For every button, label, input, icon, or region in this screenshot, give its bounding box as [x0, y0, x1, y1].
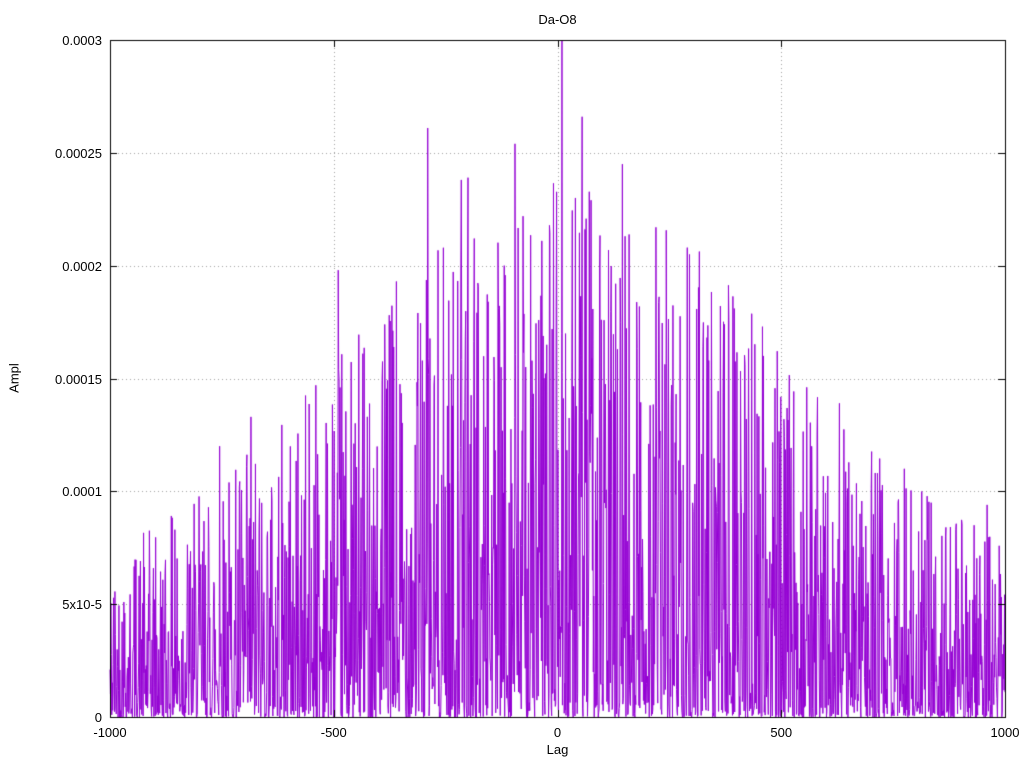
x-tick-label: -500 — [320, 725, 347, 740]
y-tick-label: 0.00015 — [55, 371, 102, 387]
y-axis-label: Ampl — [6, 363, 22, 393]
y-tick-label: 0.0001 — [62, 484, 102, 500]
x-tick-label: 1000 — [990, 725, 1020, 740]
x-tick-label: 0 — [553, 725, 562, 740]
y-tick-label: 0 — [94, 710, 102, 725]
x-tick-label: 500 — [770, 725, 793, 740]
y-tick-label: 0.0003 — [62, 33, 102, 48]
y-tick-label: 5x10-5 — [62, 597, 102, 613]
chart-title: Da-O8 — [538, 12, 577, 27]
y-tick-label: 0.0002 — [62, 258, 102, 274]
y-tick-label: 0.00025 — [55, 145, 102, 161]
x-tick-label: -1000 — [93, 725, 127, 740]
x-axis-label: Lag — [546, 742, 569, 757]
